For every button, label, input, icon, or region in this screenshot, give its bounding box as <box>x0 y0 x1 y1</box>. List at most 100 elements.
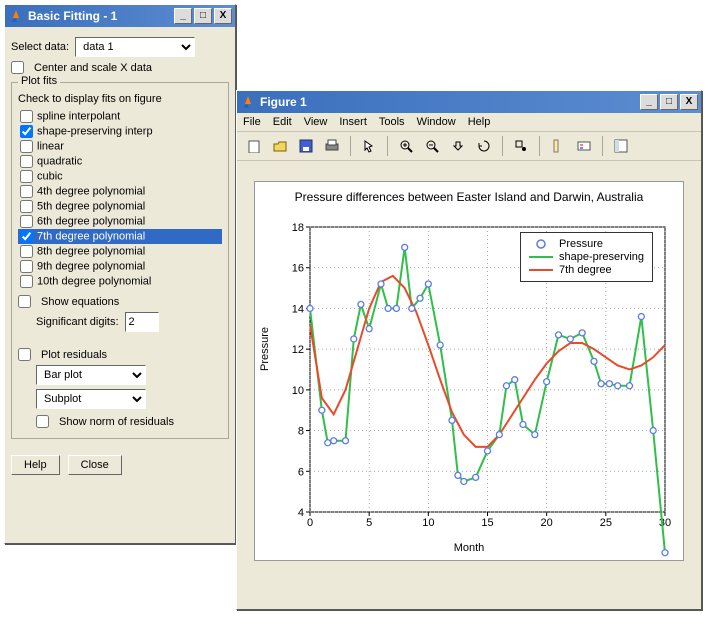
close-button[interactable]: Close <box>68 455 122 475</box>
fit-option[interactable]: 4th degree polynomial <box>18 184 222 199</box>
legend-label: Pressure <box>559 238 603 250</box>
rotate-icon[interactable] <box>473 135 495 157</box>
pressure-chart: Pressure differences between Easter Isla… <box>254 181 684 561</box>
fit-option-checkbox[interactable] <box>20 155 33 168</box>
pan-icon[interactable] <box>447 135 469 157</box>
fit-option[interactable]: 10th degree polynomial <box>18 274 222 289</box>
fit-option[interactable]: 7th degree polynomial <box>18 229 222 244</box>
figure-maximize-button[interactable]: □ <box>660 94 678 110</box>
fit-option-checkbox[interactable] <box>20 140 33 153</box>
figure-toolbar <box>237 132 701 161</box>
show-norm-checkbox[interactable] <box>36 415 49 428</box>
colorbar-icon[interactable] <box>547 135 569 157</box>
residual-type-dropdown[interactable]: Bar plot <box>36 365 146 385</box>
fit-option-label: 6th degree polynomial <box>37 215 145 227</box>
figure-menubar: File Edit View Insert Tools Window Help <box>237 113 701 132</box>
fit-option-checkbox[interactable] <box>20 260 33 273</box>
fit-option[interactable]: cubic <box>18 169 222 184</box>
sig-digits-label: Significant digits: <box>36 316 119 328</box>
svg-text:15: 15 <box>481 517 493 529</box>
plot-area: Pressure differences between Easter Isla… <box>237 161 701 571</box>
minimize-button[interactable]: _ <box>174 8 192 24</box>
data-cursor-icon[interactable] <box>510 135 532 157</box>
matlab-icon <box>240 94 256 110</box>
check-display-label: Check to display fits on figure <box>18 93 222 105</box>
fit-option[interactable]: 9th degree polynomial <box>18 259 222 274</box>
fit-option[interactable]: quadratic <box>18 154 222 169</box>
fit-option-label: 9th degree polynomial <box>37 260 145 272</box>
fit-option[interactable]: linear <box>18 139 222 154</box>
fit-option-checkbox[interactable] <box>20 275 33 288</box>
plot-residuals-label: Plot residuals <box>41 349 107 361</box>
fit-option-checkbox[interactable] <box>20 245 33 258</box>
fit-option-checkbox[interactable] <box>20 200 33 213</box>
figure-title: Figure 1 <box>260 95 640 109</box>
plot-fits-group-title: Plot fits <box>18 75 60 87</box>
fit-option-checkbox[interactable] <box>20 125 33 138</box>
fit-options-list: spline interpolant shape-preserving inter… <box>18 109 222 289</box>
fit-option-label: 5th degree polynomial <box>37 200 145 212</box>
y-axis-label: Pressure <box>259 327 271 371</box>
fit-option-checkbox[interactable] <box>20 185 33 198</box>
close-window-button[interactable]: X <box>214 8 232 24</box>
legend-item: Pressure <box>529 238 644 250</box>
basic-fitting-titlebar: Basic Fitting - 1 _ □ X <box>5 5 235 27</box>
menu-item[interactable]: Window <box>417 116 456 128</box>
zoom-out-icon[interactable] <box>421 135 443 157</box>
legend-label: shape-preserving <box>559 251 644 263</box>
fit-option-label: cubic <box>37 170 63 182</box>
svg-text:18: 18 <box>292 222 304 234</box>
maximize-button[interactable]: □ <box>194 8 212 24</box>
x-axis-label: Month <box>255 542 683 554</box>
legend-item: 7th degree <box>529 264 644 276</box>
select-data-dropdown[interactable]: data 1 <box>75 37 195 57</box>
legend-item: shape-preserving <box>529 251 644 263</box>
menu-item[interactable]: Insert <box>339 116 367 128</box>
help-button[interactable]: Help <box>11 455 60 475</box>
fit-option[interactable]: 5th degree polynomial <box>18 199 222 214</box>
show-equations-checkbox[interactable] <box>18 295 31 308</box>
open-icon[interactable] <box>269 135 291 157</box>
svg-text:6: 6 <box>298 466 304 478</box>
menu-item[interactable]: Help <box>468 116 491 128</box>
plot-tools-icon[interactable] <box>610 135 632 157</box>
show-norm-label: Show norm of residuals <box>59 416 174 428</box>
figure-window: Figure 1 _ □ X File Edit View Insert Tools Wi… <box>236 90 702 610</box>
legend-swatch-icon <box>529 238 553 250</box>
fit-option-checkbox[interactable] <box>20 230 33 243</box>
fit-option-checkbox[interactable] <box>20 110 33 123</box>
residual-placement-dropdown[interactable]: Subplot <box>36 389 146 409</box>
fit-option[interactable]: spline interpolant <box>18 109 222 124</box>
fit-option[interactable]: 6th degree polynomial <box>18 214 222 229</box>
legend-icon[interactable] <box>573 135 595 157</box>
figure-minimize-button[interactable]: _ <box>640 94 658 110</box>
figure-titlebar: Figure 1 _ □ X <box>237 91 701 113</box>
svg-text:10: 10 <box>422 517 434 529</box>
fit-option-label: spline interpolant <box>37 110 120 122</box>
fit-option-label: shape-preserving interp <box>37 125 153 137</box>
legend-label: 7th degree <box>559 264 612 276</box>
menu-item[interactable]: Edit <box>273 116 292 128</box>
fit-option[interactable]: 8th degree polynomial <box>18 244 222 259</box>
svg-text:25: 25 <box>600 517 612 529</box>
plot-residuals-checkbox[interactable] <box>18 348 31 361</box>
menu-item[interactable]: Tools <box>379 116 405 128</box>
fit-option-checkbox[interactable] <box>20 170 33 183</box>
save-icon[interactable] <box>295 135 317 157</box>
zoom-in-icon[interactable] <box>395 135 417 157</box>
print-icon[interactable] <box>321 135 343 157</box>
figure-close-button[interactable]: X <box>680 94 698 110</box>
fit-option-checkbox[interactable] <box>20 215 33 228</box>
fit-option[interactable]: shape-preserving interp <box>18 124 222 139</box>
center-scale-checkbox[interactable] <box>11 61 24 74</box>
svg-text:14: 14 <box>292 303 304 315</box>
show-equations-label: Show equations <box>41 296 119 308</box>
sig-digits-input[interactable] <box>125 312 159 332</box>
center-scale-label: Center and scale X data <box>34 62 152 74</box>
pointer-icon[interactable] <box>358 135 380 157</box>
svg-text:12: 12 <box>292 344 304 356</box>
menu-item[interactable]: View <box>304 116 328 128</box>
menu-item[interactable]: File <box>243 116 261 128</box>
new-figure-icon[interactable] <box>243 135 265 157</box>
select-data-label: Select data: <box>11 41 69 53</box>
